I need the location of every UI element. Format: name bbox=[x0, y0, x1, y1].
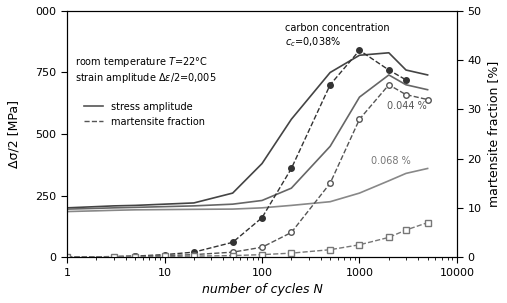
Y-axis label: martensite fraction [%]: martensite fraction [%] bbox=[487, 61, 500, 207]
X-axis label: number of cycles Ν: number of cycles Ν bbox=[202, 283, 322, 296]
Text: 0.044 %: 0.044 % bbox=[387, 102, 426, 112]
Text: 0.068 %: 0.068 % bbox=[371, 155, 411, 165]
Y-axis label: Δσ/2 [MPa]: Δσ/2 [MPa] bbox=[7, 100, 20, 168]
Text: carbon concentration
$c$$_c$=0,038%: carbon concentration $c$$_c$=0,038% bbox=[285, 23, 390, 49]
Text: room temperature $T$=22°C
strain amplitude $\Delta\epsilon$/2=0,005: room temperature $T$=22°C strain amplitu… bbox=[75, 55, 216, 85]
Legend: stress amplitude, martensite fraction: stress amplitude, martensite fraction bbox=[80, 98, 209, 131]
